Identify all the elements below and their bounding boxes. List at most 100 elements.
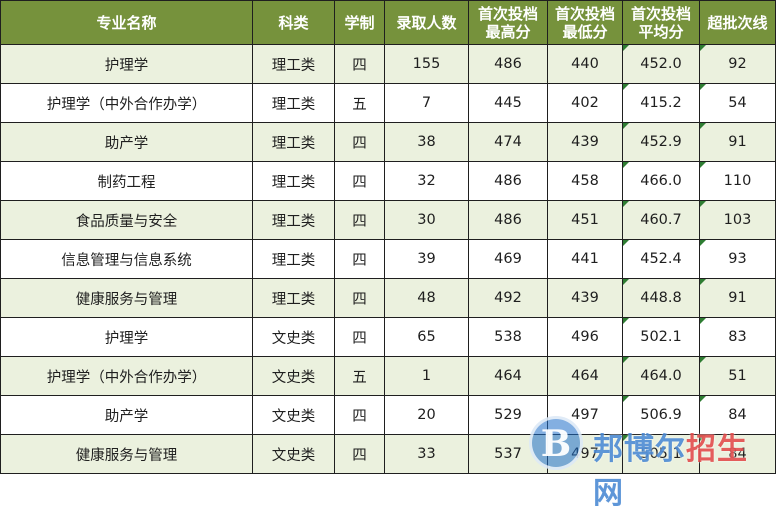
cell-duration: 四 [334,239,385,279]
cell-duration: 四 [334,317,385,357]
cell-avg-score: 448.8 [622,278,700,318]
cell-above-line: 92 [699,44,776,84]
cell-max-score: 537 [468,434,548,474]
cell-above-line: 91 [699,278,776,318]
table-row: 健康服务与管理 文史类四 33 537 497 505.1 84 [0,434,776,474]
cell-admitted-count: 1 [384,356,469,396]
cell-admitted-count: 65 [384,317,469,357]
cell-duration: 五 [334,356,385,396]
cell-major-name: 护理学 [0,317,253,357]
cell-category: 理工类 [252,200,335,240]
watermark-text-end: 网 [593,476,624,511]
cell-duration: 四 [334,161,385,201]
cell-max-score: 492 [468,278,548,318]
cell-above-line: 93 [699,239,776,279]
header-min-score: 首次投档 最低分 [547,0,623,45]
cell-category: 文史类 [252,356,335,396]
header-text: 最高分 [485,22,531,41]
cell-category: 理工类 [252,239,335,279]
table-row: 护理学（中外合作办学） 理工类五 7 445 402 415.2 54 [0,83,776,123]
cell-above-line: 51 [699,356,776,396]
cell-min-score: 440 [547,44,623,84]
header-text: 录取人数 [396,13,457,32]
cell-min-score: 496 [547,317,623,357]
cell-above-line: 83 [699,317,776,357]
header-text: 首次投档 [477,4,538,23]
cell-max-score: 486 [468,200,548,240]
cell-duration: 四 [334,200,385,240]
header-duration: 学制 [334,0,385,45]
cell-duration: 四 [334,44,385,84]
cell-avg-score: 452.9 [622,122,700,162]
cell-admitted-count: 38 [384,122,469,162]
table-row: 信息管理与信息系统 理工类四 39 469 441 452.4 93 [0,239,776,279]
header-admitted-count: 录取人数 [384,0,469,45]
cell-max-score: 445 [468,83,548,123]
cell-category: 理工类 [252,122,335,162]
header-text: 专业名称 [96,13,157,32]
cell-max-score: 486 [468,44,548,84]
table-row: 制药工程 理工类四 32 486 458 466.0 110 [0,161,776,201]
cell-min-score: 441 [547,239,623,279]
header-text: 平均分 [638,22,684,41]
cell-category: 理工类 [252,44,335,84]
cell-min-score: 458 [547,161,623,201]
cell-max-score: 474 [468,122,548,162]
cell-above-line: 103 [699,200,776,240]
cell-above-line: 84 [699,395,776,435]
cell-duration: 四 [334,278,385,318]
cell-major-name: 健康服务与管理 [0,278,253,318]
cell-major-name: 信息管理与信息系统 [0,239,253,279]
header-text: 首次投档 [554,4,615,23]
header-category: 科类 [252,0,335,45]
cell-above-line: 84 [699,434,776,474]
cell-admitted-count: 155 [384,44,469,84]
cell-major-name: 助产学 [0,122,253,162]
cell-above-line: 54 [699,83,776,123]
cell-major-name: 健康服务与管理 [0,434,253,474]
header-major-name: 专业名称 [0,0,253,45]
cell-major-name: 护理学（中外合作办学） [0,356,253,396]
cell-category: 文史类 [252,395,335,435]
header-above-line: 超批次线 [699,0,776,45]
cell-min-score: 402 [547,83,623,123]
cell-avg-score: 452.0 [622,44,700,84]
cell-admitted-count: 39 [384,239,469,279]
cell-admitted-count: 33 [384,434,469,474]
cell-min-score: 439 [547,122,623,162]
cell-avg-score: 415.2 [622,83,700,123]
header-max-score: 首次投档 最高分 [468,0,548,45]
cell-avg-score: 460.7 [622,200,700,240]
header-row: 专业名称 科类 学制 录取人数 首次投档 最高分 首次投档 最低分 首次投档 平均分 超批次线 [0,0,776,45]
table-row: 护理学 理工类四 155 486 440 452.0 92 [0,44,776,84]
cell-avg-score: 502.1 [622,317,700,357]
cell-duration: 四 [334,395,385,435]
cell-max-score: 538 [468,317,548,357]
cell-admitted-count: 32 [384,161,469,201]
table-row: 食品质量与安全 理工类四 30 486 451 460.7 103 [0,200,776,240]
cell-category: 理工类 [252,83,335,123]
table-row: 助产学 理工类四 38 474 439 452.9 91 [0,122,776,162]
cell-min-score: 464 [547,356,623,396]
cell-category: 理工类 [252,161,335,201]
header-text: 学制 [344,13,375,32]
cell-major-name: 食品质量与安全 [0,200,253,240]
cell-max-score: 464 [468,356,548,396]
cell-major-name: 护理学 [0,44,253,84]
header-text: 超批次线 [707,13,768,32]
cell-max-score: 469 [468,239,548,279]
header-text: 首次投档 [630,4,691,23]
header-avg-score: 首次投档 平均分 [622,0,700,45]
cell-avg-score: 464.0 [622,356,700,396]
cell-duration: 五 [334,83,385,123]
cell-max-score: 529 [468,395,548,435]
cell-above-line: 91 [699,122,776,162]
cell-admitted-count: 7 [384,83,469,123]
cell-min-score: 497 [547,395,623,435]
admission-scores-table: 专业名称 科类 学制 录取人数 首次投档 最高分 首次投档 最低分 首次投档 平均分 超批次线 护理… [0,0,776,474]
cell-min-score: 497 [547,434,623,474]
cell-major-name: 助产学 [0,395,253,435]
cell-max-score: 486 [468,161,548,201]
cell-admitted-count: 20 [384,395,469,435]
cell-duration: 四 [334,434,385,474]
